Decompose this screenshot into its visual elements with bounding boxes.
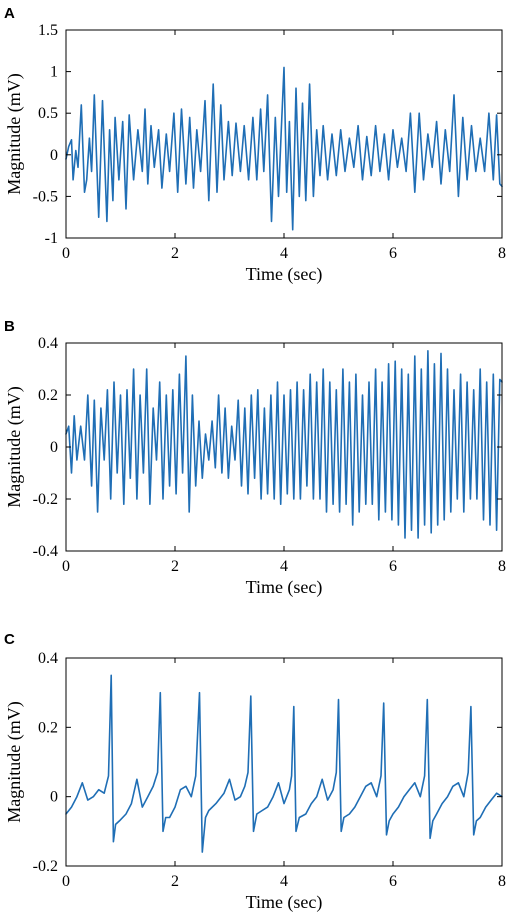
y-tick-label: 0.5 — [38, 105, 58, 122]
y-tick-label: -1 — [45, 230, 58, 247]
x-tick-label: 6 — [389, 873, 397, 890]
panel-a: A 0 2 4 6 8 -1 -0.5 0 0.5 1 1.5 Time (sec) Magnitude … — [4, 5, 506, 285]
x-tick-label: 8 — [498, 245, 506, 262]
y-tick-label: 1.5 — [38, 22, 58, 39]
panel-letter: A — [4, 5, 15, 22]
y-tick-label: 0 — [50, 789, 58, 806]
y-axis-label: Magnitude (mV) — [4, 73, 25, 194]
panel-letter: B — [4, 318, 15, 335]
panel-letter: C — [4, 631, 15, 648]
y-tick-label: 0 — [50, 147, 58, 164]
y-tick-label: 0.4 — [38, 650, 58, 667]
y-tick-label: -0.4 — [33, 543, 58, 560]
signal-line — [65, 674, 503, 853]
y-tick-label: -0.5 — [33, 188, 58, 205]
y-tick-label: 0.2 — [38, 719, 58, 736]
x-tick-label: 4 — [280, 245, 288, 262]
y-tick-label: 0.4 — [38, 335, 58, 352]
y-tick-label: -0.2 — [33, 858, 58, 875]
x-tick-label: 2 — [171, 873, 179, 890]
y-axis-label: Magnitude (mV) — [4, 701, 25, 822]
x-axis-label: Time (sec) — [246, 892, 323, 913]
x-tick-label: 6 — [389, 558, 397, 575]
x-tick-label: 0 — [62, 558, 70, 575]
x-tick-label: 8 — [498, 873, 506, 890]
x-tick-label: 8 — [498, 558, 506, 575]
y-axis-label: Magnitude (mV) — [4, 386, 25, 507]
y-tick-label: 0 — [50, 439, 58, 456]
x-tick-label: 6 — [389, 245, 397, 262]
x-tick-label: 2 — [171, 245, 179, 262]
x-tick-label: 2 — [171, 558, 179, 575]
y-tick-label: 1 — [50, 64, 58, 81]
x-tick-label: 0 — [62, 873, 70, 890]
x-axis-label: Time (sec) — [246, 264, 323, 285]
signal-line — [65, 66, 503, 231]
y-tick-label: 0.2 — [38, 387, 58, 404]
plot-frame — [65, 657, 503, 867]
y-tick-label: -0.2 — [33, 491, 58, 508]
plot-frame — [65, 29, 503, 239]
panel-b: B 0 2 4 6 8 -0.4 -0.2 0 0.2 0.4 Time (sec) Magnitude… — [4, 318, 506, 598]
signal-line — [65, 350, 503, 539]
x-tick-label: 0 — [62, 245, 70, 262]
x-tick-label: 4 — [280, 873, 288, 890]
x-tick-label: 4 — [280, 558, 288, 575]
x-axis-label: Time (sec) — [246, 577, 323, 598]
